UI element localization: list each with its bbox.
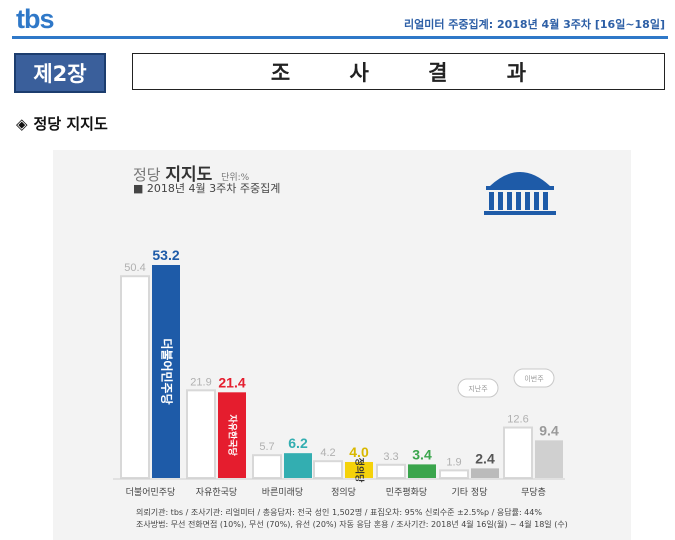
bar-previous [439,469,469,479]
bar-current [152,265,180,478]
chart-title: 정당 지지도 단위:% [133,160,249,185]
chart-subtitle: ■ 2018년 4월 3주차 주중집계 [133,182,281,195]
data-label-previous: 1.9 [446,456,461,468]
data-label-current: 3.4 [412,446,432,462]
category-label: 자유한국당 [196,487,237,498]
bar-previous [186,389,216,479]
data-label-previous: 50.4 [124,262,145,274]
notes-line-1: 의뢰기관: tbs / 조사기관: 리얼미터 / 총응답자: 전국 성인 1,5… [136,508,542,517]
category-label: 무당층 [521,487,546,498]
data-label-previous: 5.7 [259,441,274,453]
bar-previous [252,454,282,479]
bar-previous [503,426,533,480]
category-label: 민주평화당 [386,487,427,498]
data-label-current: 21.4 [218,374,245,390]
chapter-title: 조 사 결 과 [132,53,665,90]
data-label-previous: 12.6 [507,414,528,426]
bubble-previous [457,378,499,398]
bar-previous [120,275,150,480]
chapter-badge: 제2장 [14,53,106,93]
bar-inner-party-label: 더불어민주당 [160,338,175,404]
data-label-current: 53.2 [152,247,179,263]
bar-current [408,464,436,478]
data-label-current: 2.4 [475,450,495,466]
survey-notes: 의뢰기관: tbs / 조사기관: 리얼미터 / 총응답자: 전국 성인 1,5… [136,507,568,531]
section-title: 정당 지지도 [33,115,108,133]
bar-current [284,453,312,478]
bar-inner-party-label: 정의당 [354,458,366,484]
survey-info: 리얼미터 주중집계: 2018년 4월 3주차 [16일~18일] [403,18,665,31]
tbs-logo: tbs [16,4,54,34]
diamond-bullet-icon: ◈ [16,115,28,133]
chart-unit: 단위:% [221,173,250,183]
bar-current [471,468,499,478]
header-rule [12,36,668,39]
bar-current [218,392,246,478]
bubble-previous-label: 지난주 [468,384,488,393]
assembly-building-icon [484,172,556,215]
bar-current [345,461,373,478]
category-label: 바른미래당 [262,487,303,498]
bubble-current-label: 이번주 [524,374,544,383]
bubble-current [513,368,555,388]
data-label-current: 9.4 [539,422,559,438]
data-label-previous: 4.2 [320,447,335,459]
chart-title-bold: 지지도 [165,165,213,185]
bar-inner-party-label: 자유한국당 [227,414,239,456]
chart-title-light: 정당 [133,166,161,184]
category-label: 더불어민주당 [126,487,176,498]
notes-line-2: 조사방법: 무선 전화면접 (10%), 무선 (70%), 유선 (20%) … [136,520,568,529]
section-heading: ◈ 정당 지지도 [16,113,108,134]
data-label-previous: 21.9 [190,376,211,388]
category-label: 기타 정당 [452,487,488,498]
category-label: 정의당 [331,487,356,498]
bar-previous [376,463,406,480]
bar-previous [313,460,343,479]
bar-current [535,440,563,478]
data-label-current: 6.2 [288,435,308,451]
data-label-current: 4.0 [349,444,369,460]
data-label-previous: 3.3 [383,451,398,463]
